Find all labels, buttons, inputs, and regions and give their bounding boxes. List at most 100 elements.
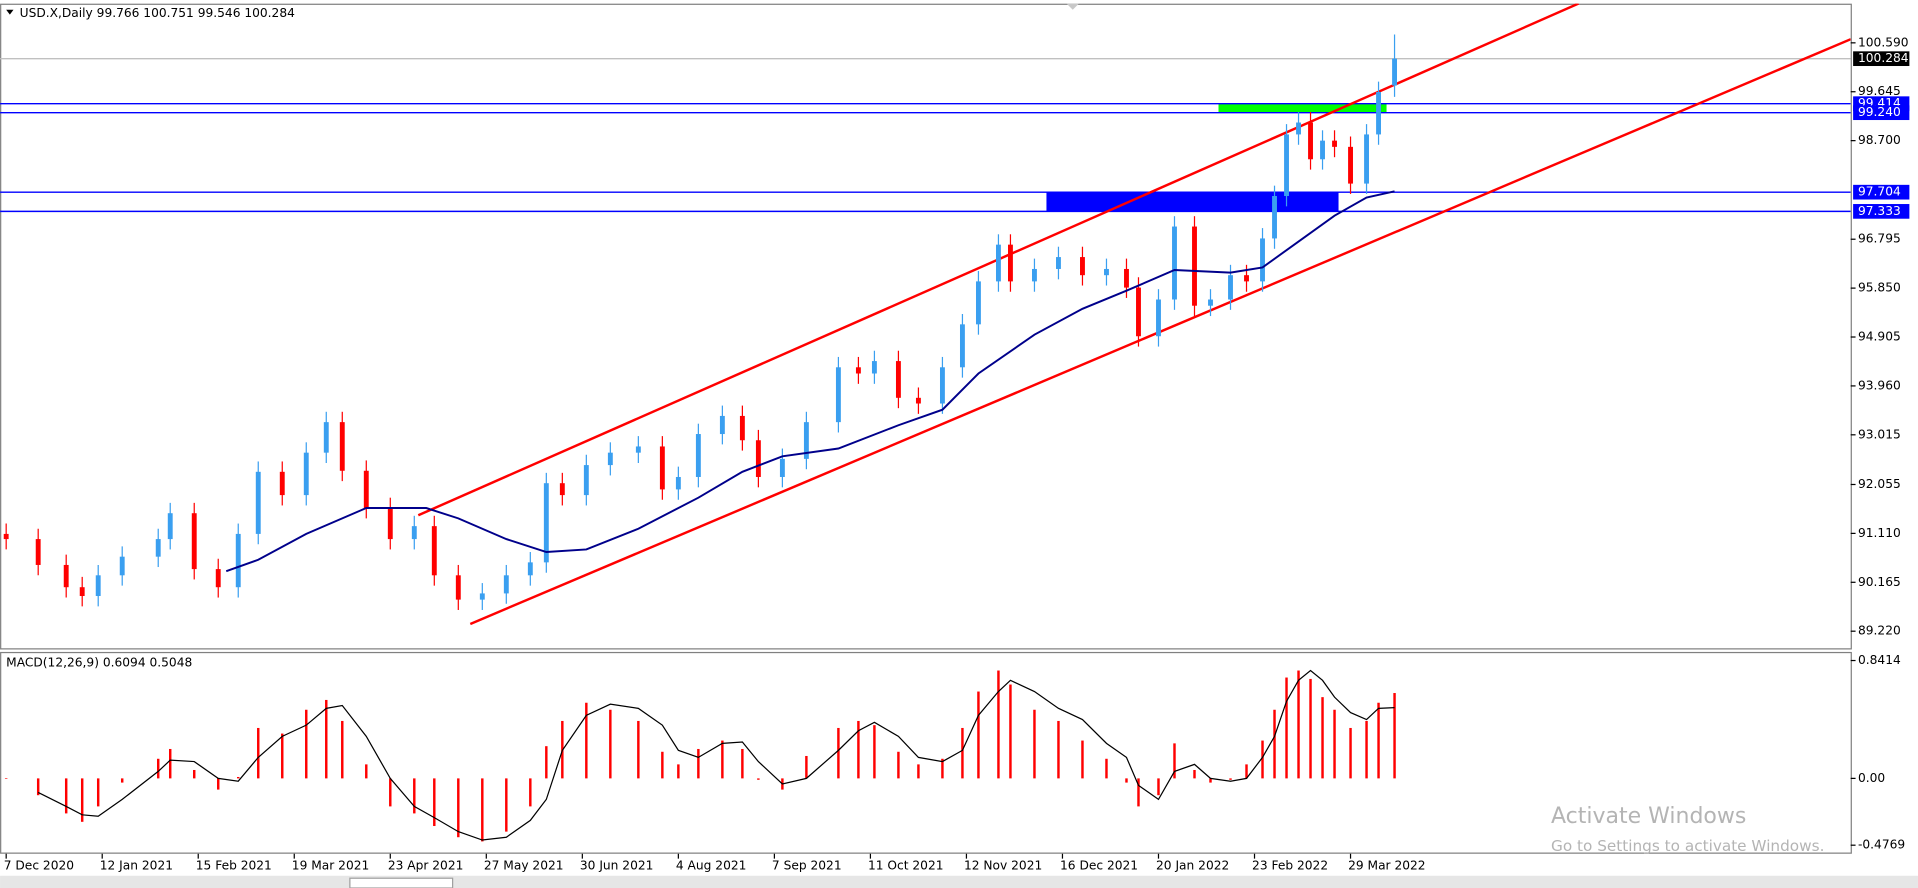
candle-body xyxy=(1364,134,1369,184)
candle-body xyxy=(3,533,9,540)
x-tick-label: 11 Oct 2021 xyxy=(868,858,944,872)
candle-body xyxy=(431,526,437,576)
candle-body xyxy=(191,513,197,570)
candle-body xyxy=(255,471,261,534)
candle-body xyxy=(995,244,1001,282)
macd-bar xyxy=(1193,769,1196,779)
candle-body xyxy=(607,452,613,466)
macd-panel-frame xyxy=(0,651,1852,854)
candle-body xyxy=(35,539,41,565)
candle-body xyxy=(155,539,161,557)
macd-bar xyxy=(961,727,964,779)
x-tick-label: 7 Dec 2020 xyxy=(4,858,74,872)
price-label: 99.240 xyxy=(1858,105,1901,119)
macd-bar xyxy=(897,751,900,779)
macd-bar xyxy=(1105,758,1108,779)
macd-bar xyxy=(168,748,172,779)
macd-bar xyxy=(193,769,196,779)
candle-body xyxy=(1320,140,1325,160)
candle-body xyxy=(583,465,589,496)
shift-marker[interactable] xyxy=(1066,3,1079,10)
candle-body xyxy=(1056,257,1061,269)
x-tick-label: 23 Feb 2022 xyxy=(1252,858,1328,872)
y-tick-label: -0.4769 xyxy=(1858,838,1905,852)
main-plot xyxy=(0,3,1851,626)
price-label-box xyxy=(1853,184,1910,200)
macd-bar xyxy=(1081,740,1084,779)
chart-title: USD.X,Daily 99.766 100.751 99.546 100.28… xyxy=(20,6,295,20)
macd-bar xyxy=(1333,709,1336,779)
macd-signal xyxy=(37,669,1395,841)
macd-bar xyxy=(1057,720,1060,779)
candle-body xyxy=(635,446,641,453)
price-label-box xyxy=(1853,204,1910,219)
macd-bar xyxy=(697,748,700,779)
macd-bar xyxy=(741,748,744,779)
y-tick-label: 0.00 xyxy=(1858,771,1885,785)
macd-bar xyxy=(1209,778,1212,783)
y-tick-label: 90.165 xyxy=(1858,575,1901,589)
x-tick-label: 15 Feb 2021 xyxy=(196,858,272,872)
macd-bar xyxy=(481,778,484,842)
candle-body xyxy=(279,471,285,496)
candle-body xyxy=(1228,275,1233,300)
macd-bar xyxy=(529,778,532,807)
macd-bar xyxy=(805,755,808,779)
candle-body xyxy=(915,397,921,404)
macd-bar xyxy=(217,778,220,790)
candle-body xyxy=(63,564,69,588)
macd-bar xyxy=(64,778,68,814)
watermark-subtitle: Go to Settings to activate Windows. xyxy=(1551,837,1824,855)
y-tick-label: 91.110 xyxy=(1858,526,1901,540)
macd-bar xyxy=(1349,727,1352,779)
price-label-box xyxy=(1853,105,1910,121)
candle-body xyxy=(1192,226,1197,306)
candle-body xyxy=(1284,134,1289,197)
y-tick-label: 100.590 xyxy=(1858,35,1909,49)
candle-body xyxy=(779,458,785,477)
candle-body xyxy=(871,361,877,374)
candle-body xyxy=(79,587,85,597)
macd-bar xyxy=(1297,670,1300,779)
x-tick-label: 30 Jun 2021 xyxy=(580,858,654,872)
macd-bar xyxy=(977,691,980,779)
macd-bar xyxy=(1173,743,1176,779)
candle-body xyxy=(1392,58,1397,86)
macd-bar xyxy=(1285,677,1288,779)
candle-body xyxy=(387,508,393,540)
candle-body xyxy=(543,483,549,563)
macd-bar xyxy=(637,720,640,779)
macd-bar xyxy=(1321,697,1324,779)
candle-body xyxy=(1136,287,1141,337)
candle-body xyxy=(803,422,809,459)
axes: 100.590 99.645 98.700 96.795 95.850 94.905 93.… xyxy=(4,35,1910,872)
macd-bar xyxy=(661,751,664,779)
macd-bar xyxy=(837,727,840,779)
y-tick-label: 93.960 xyxy=(1858,378,1901,392)
macd-bar xyxy=(257,727,260,779)
candle-body xyxy=(1260,238,1265,282)
menu-arrow[interactable] xyxy=(6,9,14,15)
macd-bar xyxy=(505,778,508,832)
candle-body xyxy=(455,575,461,600)
macd-bar xyxy=(96,778,100,807)
y-tick-label: 89.220 xyxy=(1858,624,1901,638)
macd-bar xyxy=(433,778,436,827)
candle-body xyxy=(835,367,841,423)
macd-bar xyxy=(4,778,8,780)
candle-body xyxy=(559,483,565,496)
x-tick-label: 23 Apr 2021 xyxy=(388,858,464,872)
x-tick-label: 7 Sep 2021 xyxy=(772,858,842,872)
tab[interactable] xyxy=(349,877,454,888)
candle-body xyxy=(675,476,681,490)
candle-body xyxy=(755,440,761,477)
watermark-title: Activate Windows xyxy=(1551,804,1746,829)
macd-bar xyxy=(1261,740,1264,779)
candle-body xyxy=(95,575,101,597)
macd-bar xyxy=(1033,709,1036,779)
candle-body xyxy=(895,361,901,398)
zone xyxy=(1046,192,1339,212)
macd-bar xyxy=(1009,684,1012,779)
price-label: 100.284 xyxy=(1858,51,1909,65)
